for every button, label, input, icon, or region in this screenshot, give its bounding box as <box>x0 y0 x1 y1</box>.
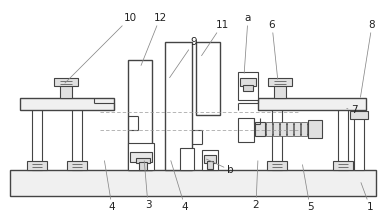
Bar <box>294 122 300 136</box>
Bar <box>350 111 368 119</box>
Text: 4: 4 <box>105 161 115 212</box>
Bar <box>268 78 292 86</box>
Bar <box>202 150 218 170</box>
Text: 12: 12 <box>141 13 167 65</box>
Text: 11: 11 <box>201 20 229 56</box>
Text: 5: 5 <box>303 165 313 212</box>
Text: 8: 8 <box>361 20 375 97</box>
Bar <box>128 60 152 170</box>
Bar <box>272 100 282 170</box>
Text: 1: 1 <box>361 183 373 212</box>
Bar <box>301 122 307 136</box>
Bar <box>139 162 147 170</box>
Bar <box>54 78 78 86</box>
Bar <box>136 158 150 163</box>
Bar <box>10 170 376 196</box>
Bar <box>258 98 366 110</box>
Text: 4: 4 <box>171 161 188 212</box>
Bar <box>20 98 114 110</box>
Bar <box>130 152 152 162</box>
Bar <box>180 148 194 170</box>
Bar <box>60 82 72 98</box>
Text: 7: 7 <box>347 105 357 115</box>
Text: 3: 3 <box>144 161 151 210</box>
Bar <box>333 161 353 170</box>
Bar <box>266 122 272 136</box>
Bar <box>165 42 192 170</box>
Bar <box>72 100 82 170</box>
Text: 6: 6 <box>269 20 278 79</box>
Bar <box>280 122 286 136</box>
Bar <box>128 143 154 170</box>
Bar <box>196 42 220 115</box>
Text: 9: 9 <box>169 37 197 78</box>
Bar <box>32 100 42 170</box>
Text: a: a <box>244 13 251 73</box>
Bar <box>204 155 216 163</box>
Bar <box>243 85 253 91</box>
Bar <box>240 78 256 86</box>
Bar <box>308 120 322 138</box>
Bar <box>27 161 47 170</box>
Text: b: b <box>207 159 233 175</box>
Bar <box>287 122 293 136</box>
Bar <box>207 161 213 169</box>
Bar <box>67 161 87 170</box>
Bar <box>238 118 254 142</box>
Bar <box>354 115 364 170</box>
Bar <box>274 82 286 98</box>
Bar <box>273 122 279 136</box>
Bar <box>260 124 320 134</box>
Bar <box>255 122 265 136</box>
Text: 10: 10 <box>65 13 137 83</box>
Bar <box>338 100 348 170</box>
Bar <box>267 161 287 170</box>
Bar <box>238 72 258 100</box>
Text: 2: 2 <box>253 161 259 210</box>
